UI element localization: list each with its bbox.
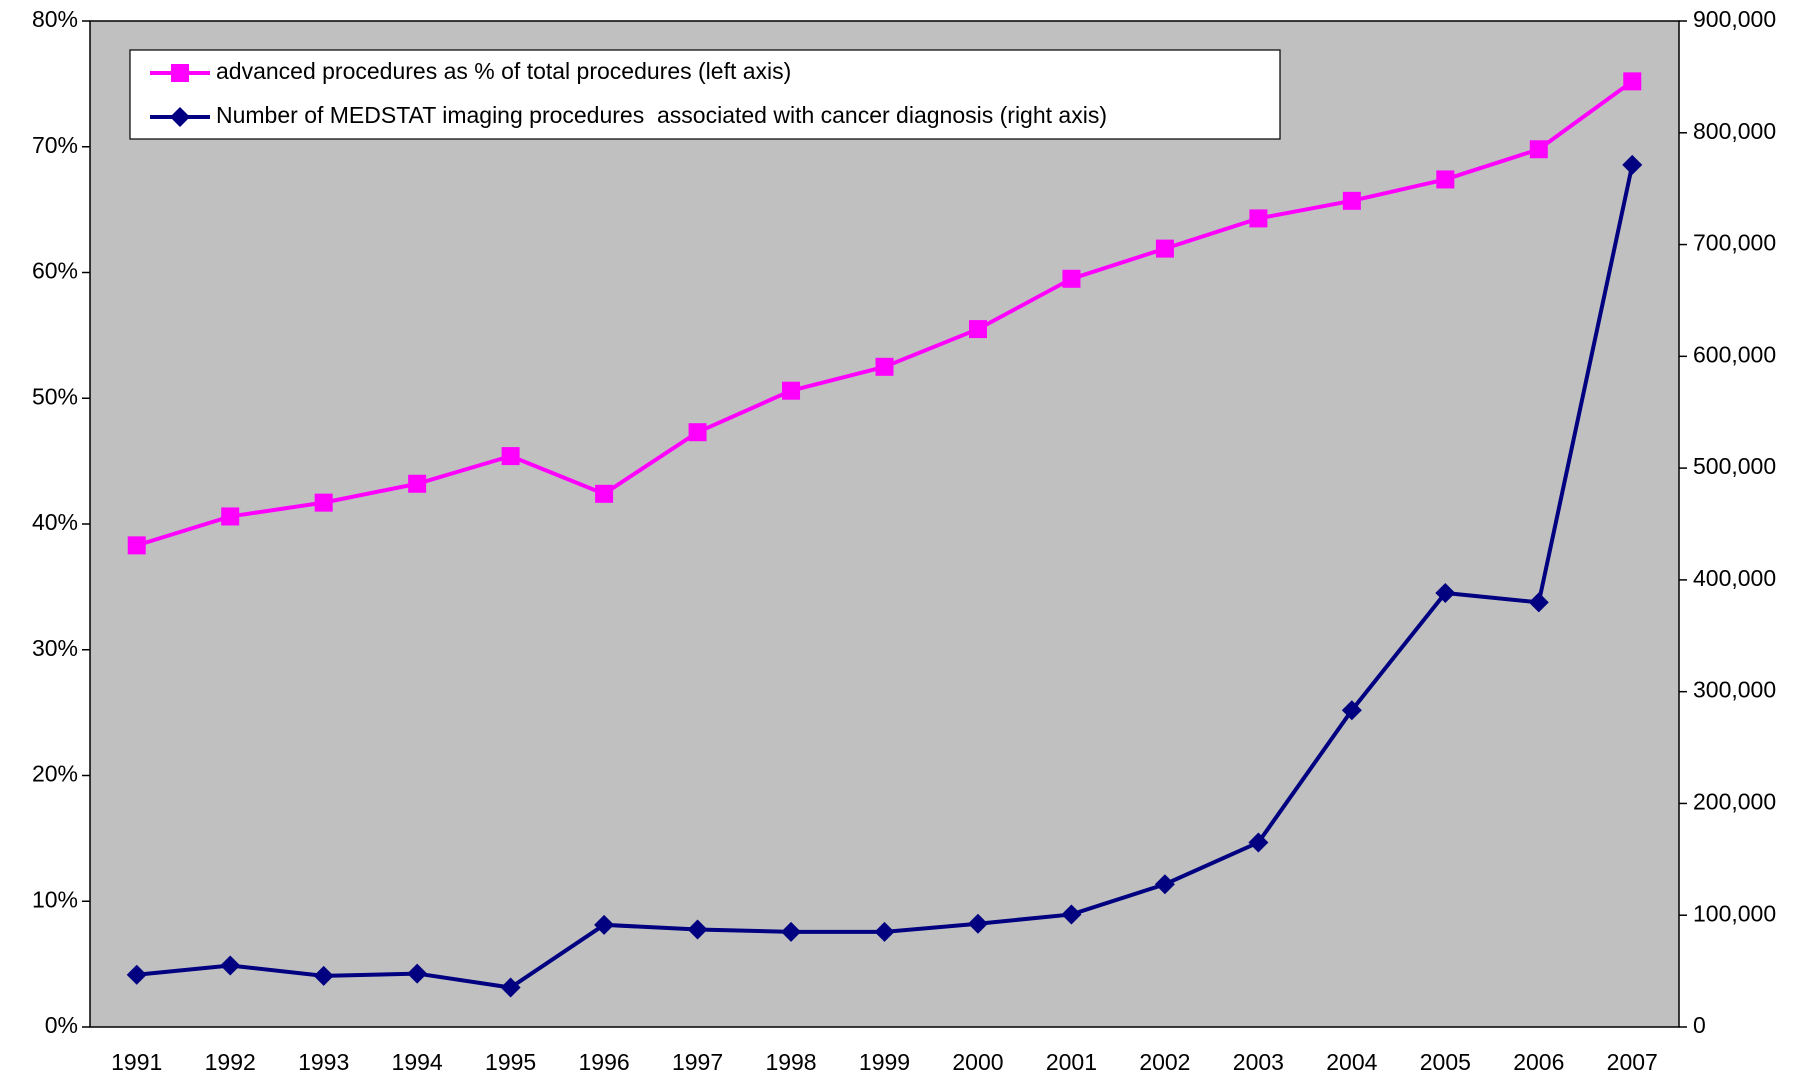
marker	[407, 963, 428, 984]
legend-label: advanced procedures as % of total proced…	[216, 58, 791, 84]
y2-tick-label: 200,000	[1693, 789, 1776, 815]
x-tick-label: 1994	[392, 1049, 443, 1075]
y-tick-label: 60%	[32, 258, 78, 284]
marker	[221, 507, 240, 526]
marker	[594, 914, 615, 935]
x-tick-label: 1997	[672, 1049, 723, 1075]
x-tick-label: 2000	[952, 1049, 1003, 1075]
y-tick-label: 80%	[32, 6, 78, 32]
x-tick-label: 1995	[485, 1049, 536, 1075]
marker	[220, 955, 241, 976]
x-tick-label: 2005	[1420, 1049, 1471, 1075]
x-tick-label: 1999	[859, 1049, 910, 1075]
marker	[1342, 191, 1361, 210]
marker	[595, 484, 614, 503]
y2-tick-label: 500,000	[1693, 453, 1776, 479]
y2-tick-label: 900,000	[1693, 6, 1776, 32]
marker	[1436, 170, 1455, 189]
x-tick-label: 2006	[1513, 1049, 1564, 1075]
y-tick-label: 10%	[32, 886, 78, 912]
marker	[126, 964, 147, 985]
marker	[1062, 269, 1081, 288]
marker	[1623, 72, 1642, 91]
y2-tick-label: 300,000	[1693, 677, 1776, 703]
y-tick-label: 0%	[45, 1012, 78, 1038]
x-tick-label: 2003	[1233, 1049, 1284, 1075]
marker	[1248, 832, 1269, 853]
y-tick-label: 30%	[32, 635, 78, 661]
marker	[1061, 904, 1082, 925]
marker	[687, 919, 708, 940]
x-tick-label: 2002	[1139, 1049, 1190, 1075]
y-tick-label: 50%	[32, 383, 78, 409]
y2-tick-label: 700,000	[1693, 230, 1776, 256]
y-tick-label: 70%	[32, 132, 78, 158]
y2-tick-label: 600,000	[1693, 341, 1776, 367]
y2-tick-label: 0	[1693, 1012, 1706, 1038]
marker	[500, 977, 521, 998]
marker	[1154, 874, 1175, 895]
x-tick-label: 1998	[765, 1049, 816, 1075]
plot-area	[89, 20, 1680, 1028]
marker	[1529, 140, 1548, 159]
x-tick-label: 2001	[1046, 1049, 1097, 1075]
marker	[1622, 154, 1643, 175]
legend-label: Number of MEDSTAT imaging procedures ass…	[216, 102, 1107, 128]
y2-tick-label: 800,000	[1693, 118, 1776, 144]
y2-tick-label: 400,000	[1693, 565, 1776, 591]
legend-marker	[171, 64, 189, 82]
marker	[874, 921, 895, 942]
x-tick-label: 2007	[1607, 1049, 1658, 1075]
legend-marker	[170, 107, 190, 127]
x-tick-label: 1996	[579, 1049, 630, 1075]
marker	[314, 493, 333, 512]
marker	[1249, 209, 1268, 228]
y-tick-label: 20%	[32, 761, 78, 787]
marker	[1155, 239, 1174, 258]
marker	[1435, 582, 1456, 603]
legend: advanced procedures as % of total proced…	[129, 49, 1281, 140]
marker	[967, 913, 988, 934]
marker	[782, 381, 801, 400]
marker	[1528, 592, 1549, 613]
y2-tick-label: 100,000	[1693, 900, 1776, 926]
marker	[1341, 700, 1362, 721]
marker	[313, 965, 334, 986]
marker	[501, 447, 520, 466]
marker	[968, 320, 987, 339]
y-tick-label: 40%	[32, 509, 78, 535]
x-tick-label: 1992	[205, 1049, 256, 1075]
marker	[688, 423, 707, 442]
legend-box	[129, 49, 1281, 140]
x-tick-label: 1991	[111, 1049, 162, 1075]
marker	[127, 536, 146, 555]
marker	[875, 357, 894, 376]
x-tick-label: 1993	[298, 1049, 349, 1075]
marker	[408, 474, 427, 493]
x-tick-label: 2004	[1326, 1049, 1377, 1075]
marker	[781, 921, 802, 942]
